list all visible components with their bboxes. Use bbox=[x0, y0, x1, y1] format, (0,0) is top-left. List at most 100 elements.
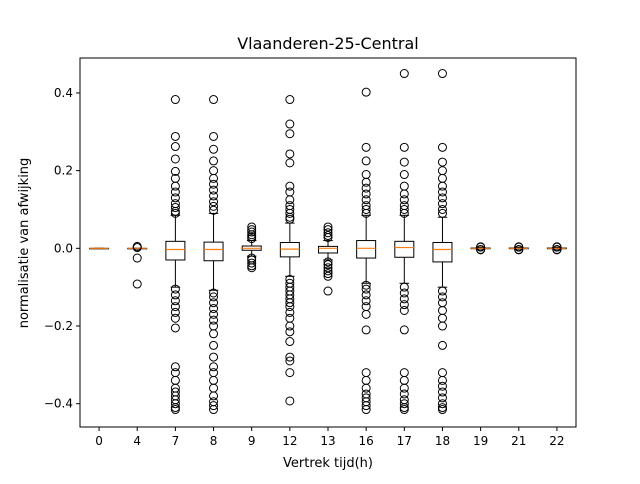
x-tick-label: 21 bbox=[511, 434, 526, 448]
x-tick-label: 17 bbox=[397, 434, 412, 448]
outlier-point bbox=[361, 189, 371, 199]
outlier-point bbox=[209, 309, 219, 319]
outlier-point bbox=[399, 383, 409, 393]
outlier-point bbox=[514, 245, 524, 255]
x-tick-label: 13 bbox=[320, 434, 335, 448]
outlier-point bbox=[170, 284, 180, 294]
outlier-point bbox=[170, 405, 180, 415]
outlier-point bbox=[170, 362, 180, 372]
outlier-point bbox=[437, 286, 447, 296]
outlier-point bbox=[437, 187, 447, 197]
outlier-point bbox=[247, 263, 257, 273]
y-axis-label: normalisatie van afwijking bbox=[17, 158, 32, 329]
outlier-point bbox=[437, 375, 447, 385]
outlier-point bbox=[209, 304, 219, 314]
outlier-point bbox=[399, 405, 409, 415]
outlier-point bbox=[170, 307, 180, 317]
outlier-point bbox=[361, 204, 371, 214]
outlier-point bbox=[437, 157, 447, 167]
outlier-point bbox=[323, 286, 333, 296]
x-axis-label: Vertrek tijd(h) bbox=[283, 456, 373, 471]
outlier-point bbox=[209, 131, 219, 141]
x-tick-label: 9 bbox=[248, 434, 256, 448]
outlier-point bbox=[361, 383, 371, 393]
outlier-point bbox=[209, 197, 219, 207]
outlier-point bbox=[399, 208, 409, 218]
outlier-point bbox=[361, 183, 371, 193]
outlier-point bbox=[132, 253, 142, 263]
outlier-point bbox=[170, 181, 180, 191]
outlier-point bbox=[476, 242, 486, 252]
outlier-point bbox=[437, 204, 447, 214]
outlier-point bbox=[170, 187, 180, 197]
x-tick-label: 12 bbox=[282, 434, 297, 448]
outlier-point bbox=[132, 243, 142, 253]
outlier-point bbox=[437, 381, 447, 391]
outlier-point bbox=[399, 399, 409, 409]
box bbox=[394, 240, 415, 258]
outlier-point bbox=[285, 195, 295, 205]
outlier-point bbox=[247, 258, 257, 268]
outlier-point bbox=[170, 154, 180, 164]
outlier-point bbox=[170, 302, 180, 312]
outlier-point bbox=[437, 387, 447, 397]
outlier-point bbox=[285, 396, 295, 406]
outlier-point bbox=[285, 327, 295, 337]
plot-area: −0.4 −0.2 0.0 0.2 0.4 0 4 7 8 9 12 13 16 17 18 19 21 22 bbox=[44, 69, 567, 448]
box bbox=[203, 241, 224, 262]
outlier-point bbox=[552, 242, 562, 252]
outlier-point bbox=[323, 228, 333, 238]
outlier-point bbox=[323, 232, 333, 242]
outlier-point bbox=[285, 321, 295, 331]
outlier-point bbox=[399, 142, 409, 152]
outlier-point bbox=[361, 195, 371, 205]
outlier-point bbox=[399, 294, 409, 304]
outlier-point bbox=[437, 340, 447, 350]
outlier-point bbox=[209, 391, 219, 401]
y-tick-label: 0.2 bbox=[54, 164, 73, 178]
outlier-point bbox=[361, 284, 371, 294]
box bbox=[318, 245, 338, 254]
outlier-point bbox=[209, 362, 219, 372]
outlier-point bbox=[361, 296, 371, 306]
plot-frame bbox=[79, 57, 577, 428]
outlier-point bbox=[170, 290, 180, 300]
outlier-point bbox=[399, 389, 409, 399]
outlier-point bbox=[437, 405, 447, 415]
outlier-point bbox=[285, 158, 295, 168]
outlier-point bbox=[552, 245, 562, 255]
box bbox=[432, 242, 453, 263]
outlier-point bbox=[399, 288, 409, 298]
outlier-point bbox=[399, 204, 409, 214]
outlier-point bbox=[285, 302, 295, 312]
outlier-point bbox=[209, 292, 219, 302]
outlier-point bbox=[361, 280, 371, 290]
outlier-point bbox=[399, 305, 409, 315]
outlier-point bbox=[361, 290, 371, 300]
outlier-point bbox=[323, 263, 333, 273]
outlier-point bbox=[361, 309, 371, 319]
outlier-point bbox=[209, 405, 219, 415]
outlier-point bbox=[209, 315, 219, 325]
outlier-point bbox=[170, 323, 180, 333]
outlier-point bbox=[285, 298, 295, 308]
outlier-point bbox=[285, 214, 295, 224]
outlier-point bbox=[209, 329, 219, 339]
outlier-point bbox=[476, 245, 486, 255]
outlier-point bbox=[361, 401, 371, 411]
outlier-point bbox=[170, 193, 180, 203]
outlier-point bbox=[209, 191, 219, 201]
outlier-point bbox=[209, 340, 219, 350]
outlier-point bbox=[361, 177, 371, 187]
outlier-point bbox=[323, 271, 333, 281]
outlier-point bbox=[170, 166, 180, 176]
outlier-point bbox=[437, 292, 447, 302]
outlier-point bbox=[361, 156, 371, 166]
x-tick-label: 4 bbox=[133, 434, 141, 448]
y-tick-label: −0.4 bbox=[44, 397, 73, 411]
outlier-point bbox=[399, 325, 409, 335]
outlier-point bbox=[437, 321, 447, 331]
outlier-point bbox=[209, 298, 219, 308]
outlier-point bbox=[399, 300, 409, 310]
